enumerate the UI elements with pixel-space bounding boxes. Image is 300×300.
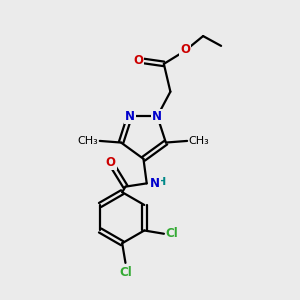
Text: Cl: Cl — [166, 227, 178, 240]
Text: O: O — [180, 43, 190, 56]
Text: N: N — [124, 110, 135, 123]
Text: CH₃: CH₃ — [77, 136, 98, 146]
Text: N: N — [152, 110, 162, 123]
Text: O: O — [133, 54, 143, 67]
Text: N: N — [150, 177, 160, 190]
Text: CH₃: CH₃ — [189, 136, 209, 146]
Text: Cl: Cl — [119, 266, 132, 279]
Text: O: O — [106, 156, 116, 169]
Text: H: H — [157, 177, 167, 188]
